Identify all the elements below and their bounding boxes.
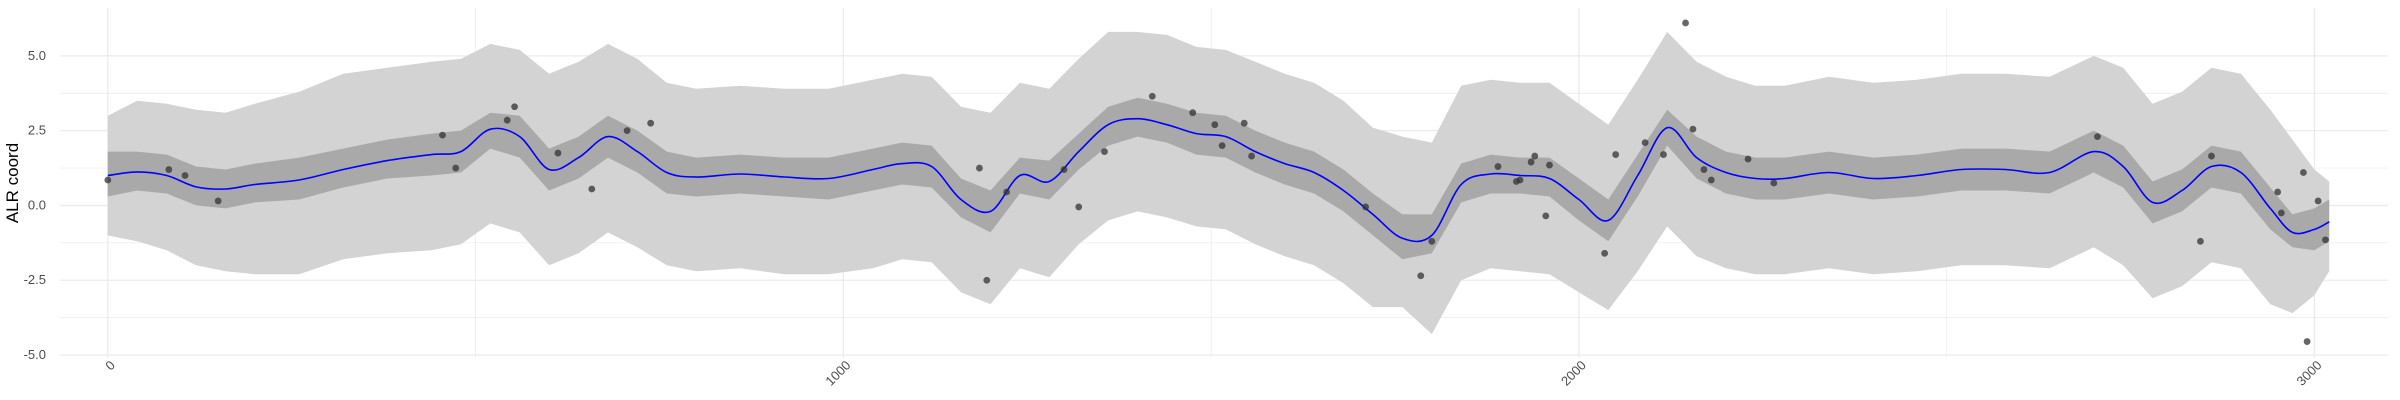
- data-point: [2197, 237, 2204, 245]
- data-point: [511, 103, 518, 111]
- data-point: [1542, 212, 1550, 220]
- data-point: [1189, 109, 1197, 117]
- data-point: [1689, 125, 1697, 133]
- data-point: [503, 116, 511, 124]
- y-axis-title: ALR coord: [3, 143, 22, 223]
- y-tick-label: 2.5: [28, 123, 46, 138]
- data-point: [1682, 19, 1689, 27]
- data-point: [1700, 166, 1708, 173]
- data-point: [647, 119, 655, 127]
- data-point: [1075, 203, 1083, 211]
- data-point: [452, 164, 460, 172]
- data-point: [1218, 142, 1226, 150]
- line-layer: [107, 117, 2330, 243]
- outer-credible-band: [107, 31, 2330, 335]
- data-point: [1531, 152, 1539, 160]
- data-point: [1148, 92, 1156, 100]
- data-point: [1101, 148, 1108, 155]
- x-tick-label: 3000: [2294, 358, 2325, 389]
- y-tick-label: 5.0: [28, 48, 46, 63]
- data-point: [1641, 139, 1649, 147]
- y-tick-labels: -5.0 -2.5 0.0 2.5 5.0: [24, 48, 46, 362]
- y-tick-label: -5.0: [24, 347, 46, 362]
- data-point: [1660, 151, 1667, 158]
- data-point: [2274, 188, 2282, 196]
- data-point: [1060, 166, 1068, 173]
- data-point: [1240, 119, 1248, 127]
- data-point: [2322, 236, 2329, 244]
- data-point: [1516, 176, 1524, 184]
- data-point: [2303, 338, 2311, 345]
- data-point: [2314, 197, 2322, 205]
- data-point: [439, 131, 446, 139]
- data-point: [2208, 152, 2215, 160]
- data-point: [1211, 121, 1219, 129]
- outer-band-layer: [107, 31, 2330, 335]
- data-point: [983, 276, 991, 284]
- data-point: [1546, 161, 1553, 169]
- data-point: [1527, 158, 1535, 166]
- data-point: [1248, 152, 1255, 160]
- data-point: [2277, 209, 2285, 217]
- data-point: [623, 127, 631, 135]
- data-point: [214, 197, 222, 205]
- data-point: [1362, 203, 1369, 211]
- y-tick-label: -2.5: [24, 272, 46, 287]
- data-point: [165, 166, 173, 173]
- data-point: [181, 172, 189, 179]
- x-tick-label: 0: [102, 358, 118, 374]
- x-tick-label: 1000: [822, 358, 853, 389]
- x-tick-label: 2000: [1558, 358, 1589, 389]
- x-tick-labels: 0 1000 2000 3000: [102, 358, 2324, 389]
- data-point: [1428, 237, 1436, 245]
- data-point: [1744, 155, 1752, 163]
- data-point: [1494, 163, 1502, 170]
- data-point: [104, 176, 112, 184]
- data-point: [1601, 249, 1609, 257]
- mean-line: [107, 117, 2330, 243]
- data-point: [1770, 179, 1778, 187]
- data-point: [554, 149, 562, 157]
- data-point: [1417, 272, 1425, 280]
- data-point: [2094, 133, 2101, 141]
- data-point: [1707, 176, 1715, 184]
- data-point: [1612, 151, 1620, 158]
- data-point: [2300, 169, 2307, 176]
- data-point: [588, 185, 596, 193]
- data-point: [976, 164, 983, 172]
- points-layer: [104, 19, 2329, 345]
- data-point: [1003, 188, 1011, 196]
- y-tick-label: 0.0: [28, 197, 46, 212]
